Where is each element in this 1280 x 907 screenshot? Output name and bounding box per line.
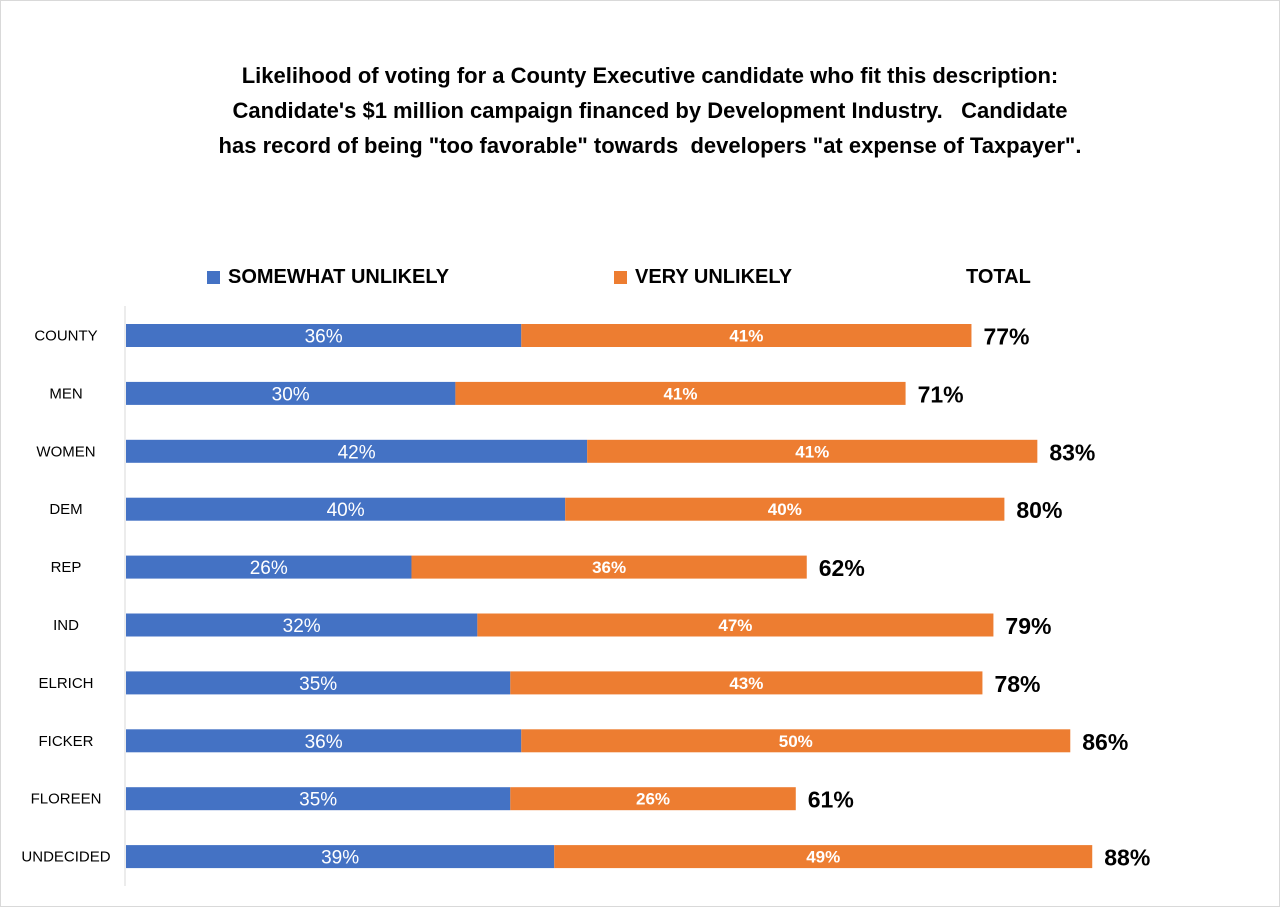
bar-somewhat-unlikely — [126, 613, 478, 637]
bar-very-unlikely — [521, 324, 972, 347]
data-label-somewhat: 36% — [305, 732, 343, 753]
legend-label-somewhat: SOMEWHAT UNLIKELY — [228, 265, 450, 288]
category-label: IND — [53, 617, 79, 634]
bar-very-unlikely — [587, 439, 1038, 463]
category-label: MEN — [49, 385, 82, 402]
legend-total: TOTAL — [966, 265, 1031, 289]
data-label-total: 83% — [1049, 439, 1095, 465]
title-line-2: Candidate's $1 million campaign financed… — [232, 98, 1068, 123]
legend-somewhat-unlikely: SOMEWHAT UNLIKELY — [207, 265, 449, 289]
bar-very-unlikely — [565, 497, 1005, 521]
data-label-somewhat: 35% — [299, 674, 337, 695]
bar-very-unlikely — [477, 613, 994, 637]
legend-very-unlikely: VERY UNLIKELY — [614, 265, 792, 289]
data-label-somewhat: 39% — [321, 848, 359, 869]
bar-very-unlikely — [411, 555, 807, 579]
data-label-somewhat: 32% — [283, 616, 321, 637]
data-label-very: 49% — [806, 848, 840, 867]
data-label-very: 41% — [663, 384, 697, 403]
data-label-very: 43% — [729, 674, 763, 693]
bar-very-unlikely — [510, 787, 796, 811]
data-label-total: 78% — [994, 671, 1040, 697]
data-label-very: 41% — [795, 442, 829, 461]
legend-swatch-somewhat — [207, 270, 220, 284]
bar-somewhat-unlikely — [126, 381, 456, 405]
data-label-somewhat: 42% — [338, 442, 376, 463]
data-label-total: 88% — [1104, 845, 1150, 871]
bar-somewhat-unlikely — [126, 671, 511, 695]
category-label: FLOREEN — [31, 791, 102, 808]
category-label: DEM — [49, 501, 82, 518]
bar-very-unlikely — [510, 671, 983, 695]
legend-label-very: VERY UNLIKELY — [635, 265, 793, 288]
category-label: WOMEN — [36, 443, 95, 460]
data-label-total: 62% — [819, 555, 865, 581]
category-label: COUNTY — [34, 328, 97, 345]
bar-somewhat-unlikely — [126, 555, 412, 579]
data-label-somewhat: 40% — [327, 500, 365, 521]
data-label-very: 26% — [636, 790, 670, 809]
category-label: UNDECIDED — [21, 849, 110, 866]
data-label-very: 50% — [779, 732, 813, 751]
bar-somewhat-unlikely — [126, 497, 566, 521]
title-line-1: Likelihood of voting for a County Execut… — [241, 63, 1059, 88]
bar-very-unlikely — [554, 845, 1093, 869]
data-label-somewhat: 30% — [272, 384, 310, 405]
data-label-very: 40% — [768, 500, 802, 519]
category-label: ELRICH — [38, 675, 93, 692]
data-label-total: 86% — [1082, 729, 1128, 755]
bar-somewhat-unlikely — [126, 324, 522, 347]
category-label: FICKER — [38, 733, 93, 750]
bar-very-unlikely — [521, 729, 1071, 753]
data-label-total: 77% — [983, 324, 1029, 350]
bar-very-unlikely — [455, 381, 906, 405]
data-label-somewhat: 35% — [299, 790, 337, 811]
data-label-total: 61% — [808, 787, 854, 813]
category-label: REP — [51, 559, 82, 576]
bar-somewhat-unlikely — [126, 787, 511, 811]
data-label-somewhat: 36% — [305, 327, 343, 348]
data-label-somewhat: 26% — [250, 558, 288, 579]
legend-swatch-very — [614, 270, 627, 284]
data-label-very: 36% — [592, 558, 626, 577]
bar-somewhat-unlikely — [126, 729, 522, 753]
legend-label-total: TOTAL — [966, 265, 1031, 288]
data-label-very: 41% — [729, 327, 763, 346]
bar-somewhat-unlikely — [126, 439, 588, 463]
chart-title: Likelihood of voting for a County Execut… — [0, 58, 1280, 163]
data-label-total: 79% — [1005, 613, 1051, 639]
data-label-total: 80% — [1016, 497, 1062, 523]
data-label-total: 71% — [918, 381, 964, 407]
title-line-3: has record of being "too favorable" towa… — [218, 133, 1082, 158]
bar-somewhat-unlikely — [126, 845, 555, 869]
data-label-very: 47% — [718, 616, 752, 635]
